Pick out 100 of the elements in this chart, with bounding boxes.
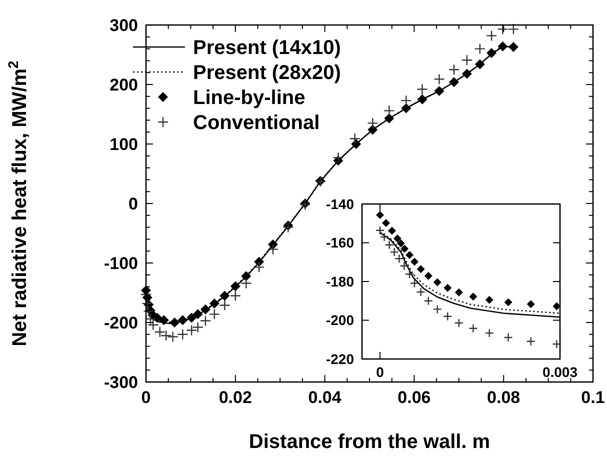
point bbox=[158, 315, 169, 326]
point bbox=[504, 332, 513, 342]
point bbox=[382, 218, 390, 227]
point bbox=[469, 292, 478, 301]
x-tick-label: 0 bbox=[141, 388, 151, 407]
point bbox=[241, 271, 252, 282]
point bbox=[393, 234, 402, 242]
x-tick-label: 0.02 bbox=[218, 388, 252, 407]
point bbox=[404, 270, 414, 279]
point bbox=[192, 309, 203, 320]
y-tick-label: -300 bbox=[104, 372, 138, 392]
point bbox=[504, 298, 512, 306]
point bbox=[434, 86, 444, 96]
point bbox=[433, 278, 442, 286]
y-tick-label: 100 bbox=[110, 134, 138, 154]
legend-label: Conventional bbox=[193, 112, 320, 134]
point bbox=[448, 77, 459, 88]
point bbox=[468, 324, 478, 333]
point bbox=[454, 318, 464, 328]
point bbox=[384, 240, 394, 250]
point bbox=[192, 322, 204, 333]
point bbox=[444, 284, 452, 292]
point bbox=[240, 278, 252, 289]
point bbox=[416, 84, 428, 95]
point bbox=[368, 124, 378, 135]
point bbox=[170, 318, 180, 328]
legend-label: Present (28x20) bbox=[193, 62, 341, 84]
point bbox=[400, 261, 409, 271]
point bbox=[186, 324, 198, 336]
point bbox=[167, 331, 178, 342]
point bbox=[443, 312, 452, 321]
point bbox=[424, 272, 432, 280]
point bbox=[461, 54, 473, 66]
point bbox=[406, 250, 414, 259]
y-tick-label: -160 bbox=[326, 234, 354, 251]
x-tick-label: 0.06 bbox=[398, 388, 431, 407]
x-tick-label: 0.08 bbox=[487, 388, 520, 407]
point bbox=[474, 43, 486, 54]
y-tick-label: -220 bbox=[326, 350, 354, 367]
x-axis-title: Distance from the wall. m bbox=[248, 431, 490, 453]
y-tick-label: 300 bbox=[110, 16, 138, 35]
point bbox=[448, 64, 460, 76]
x-tick-label: 0.1 bbox=[581, 388, 605, 407]
legend-label: Line-by-line bbox=[193, 87, 306, 109]
y-tick-label: -140 bbox=[326, 196, 354, 212]
point bbox=[497, 24, 508, 35]
point bbox=[200, 304, 210, 314]
point bbox=[410, 258, 418, 266]
point bbox=[208, 308, 220, 320]
point bbox=[186, 312, 197, 323]
point bbox=[253, 262, 265, 273]
y-tick-label: -200 bbox=[326, 312, 354, 328]
point bbox=[230, 281, 240, 292]
point bbox=[508, 24, 520, 35]
y-tick-label: -180 bbox=[326, 273, 354, 290]
point bbox=[454, 288, 463, 296]
point bbox=[384, 105, 395, 116]
y-tick-label: 0 bbox=[128, 194, 138, 214]
point bbox=[230, 290, 241, 302]
point bbox=[388, 226, 396, 235]
point bbox=[384, 113, 394, 124]
point bbox=[410, 278, 420, 288]
point bbox=[416, 287, 426, 297]
point bbox=[267, 244, 279, 255]
point bbox=[552, 339, 562, 349]
point bbox=[401, 103, 412, 114]
point bbox=[254, 256, 264, 267]
point bbox=[434, 74, 445, 85]
point bbox=[484, 328, 494, 338]
point bbox=[485, 296, 494, 304]
y-tick-label: 200 bbox=[110, 75, 138, 94]
point bbox=[220, 290, 230, 301]
point bbox=[209, 298, 220, 308]
point bbox=[200, 315, 212, 326]
point bbox=[396, 239, 405, 248]
point bbox=[416, 265, 425, 274]
point bbox=[376, 211, 384, 220]
x-tick-label: 0.003 bbox=[542, 364, 578, 380]
y-tick-label: -200 bbox=[104, 313, 138, 332]
legend-label: Present (14x10) bbox=[193, 37, 341, 59]
point bbox=[552, 302, 561, 310]
point bbox=[400, 94, 412, 106]
point bbox=[462, 68, 472, 79]
point bbox=[432, 304, 442, 314]
point bbox=[332, 152, 344, 164]
point bbox=[349, 133, 360, 144]
point bbox=[367, 118, 378, 129]
point bbox=[424, 296, 434, 306]
point bbox=[498, 41, 508, 52]
point bbox=[177, 328, 188, 340]
point bbox=[486, 48, 497, 58]
y-tick-label: -100 bbox=[104, 254, 138, 273]
x-tick-label: 0.04 bbox=[308, 388, 342, 407]
point bbox=[178, 315, 188, 326]
point bbox=[508, 42, 518, 52]
point bbox=[526, 300, 535, 308]
point bbox=[486, 30, 498, 42]
point bbox=[417, 94, 428, 104]
point bbox=[219, 300, 230, 311]
point bbox=[400, 244, 409, 253]
